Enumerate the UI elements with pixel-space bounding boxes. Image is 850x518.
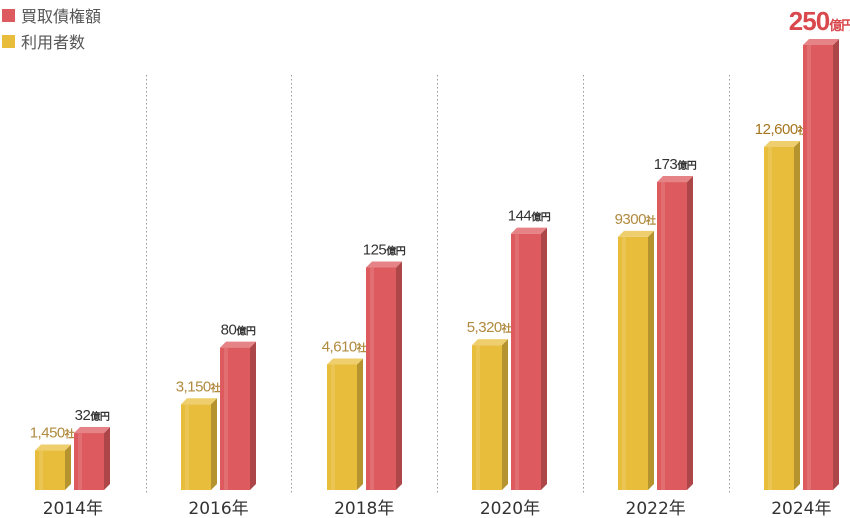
users-value-label: 4,610社: [322, 339, 367, 356]
legend: 買取債権額 利用者数: [2, 2, 101, 54]
amount-value-label: 32億円: [75, 407, 110, 424]
amount-bar: [511, 227, 547, 490]
x-tick-label: 2022年: [626, 499, 686, 518]
amount-value-label: 125億円: [363, 242, 406, 259]
amount-bar: [366, 261, 402, 490]
users-value-label: 9300社: [615, 211, 656, 228]
legend-label-users: 利用者数: [21, 33, 86, 52]
users-value-label: 12,600社: [755, 121, 808, 138]
amount-value-label: 173億円: [654, 156, 697, 173]
users-value-label: 5,320社: [467, 319, 512, 336]
users-bar: [764, 141, 800, 490]
legend-item-users: 利用者数: [2, 28, 101, 54]
amount-value-label: 144億円: [508, 208, 551, 225]
x-tick-label: 2016年: [188, 499, 248, 518]
x-tick-label: 2018年: [334, 499, 394, 518]
amount-value-label: 80億円: [221, 322, 256, 339]
legend-label-amount: 買取債権額: [21, 7, 102, 26]
x-tick-label: 2024年: [771, 499, 831, 518]
users-bar: [472, 339, 508, 490]
users-bar: [35, 444, 71, 490]
legend-swatch-amount: [2, 8, 15, 22]
users-value-label: 1,450社: [30, 425, 75, 442]
legend-swatch-users: [2, 34, 15, 48]
amount-value-label: 250億円: [789, 6, 850, 36]
users-bar: [618, 230, 654, 491]
amount-bar: [803, 39, 839, 490]
users-bar: [327, 358, 363, 490]
amount-bar: [74, 427, 110, 490]
amount-bar: [657, 176, 693, 490]
users-value-label: 3,150社: [176, 378, 221, 395]
users-bar: [181, 398, 217, 490]
x-tick-label: 2020年: [480, 499, 540, 518]
x-tick-label: 2014年: [43, 499, 103, 518]
legend-item-amount: 買取債権額: [2, 2, 101, 28]
amount-bar: [220, 341, 256, 490]
